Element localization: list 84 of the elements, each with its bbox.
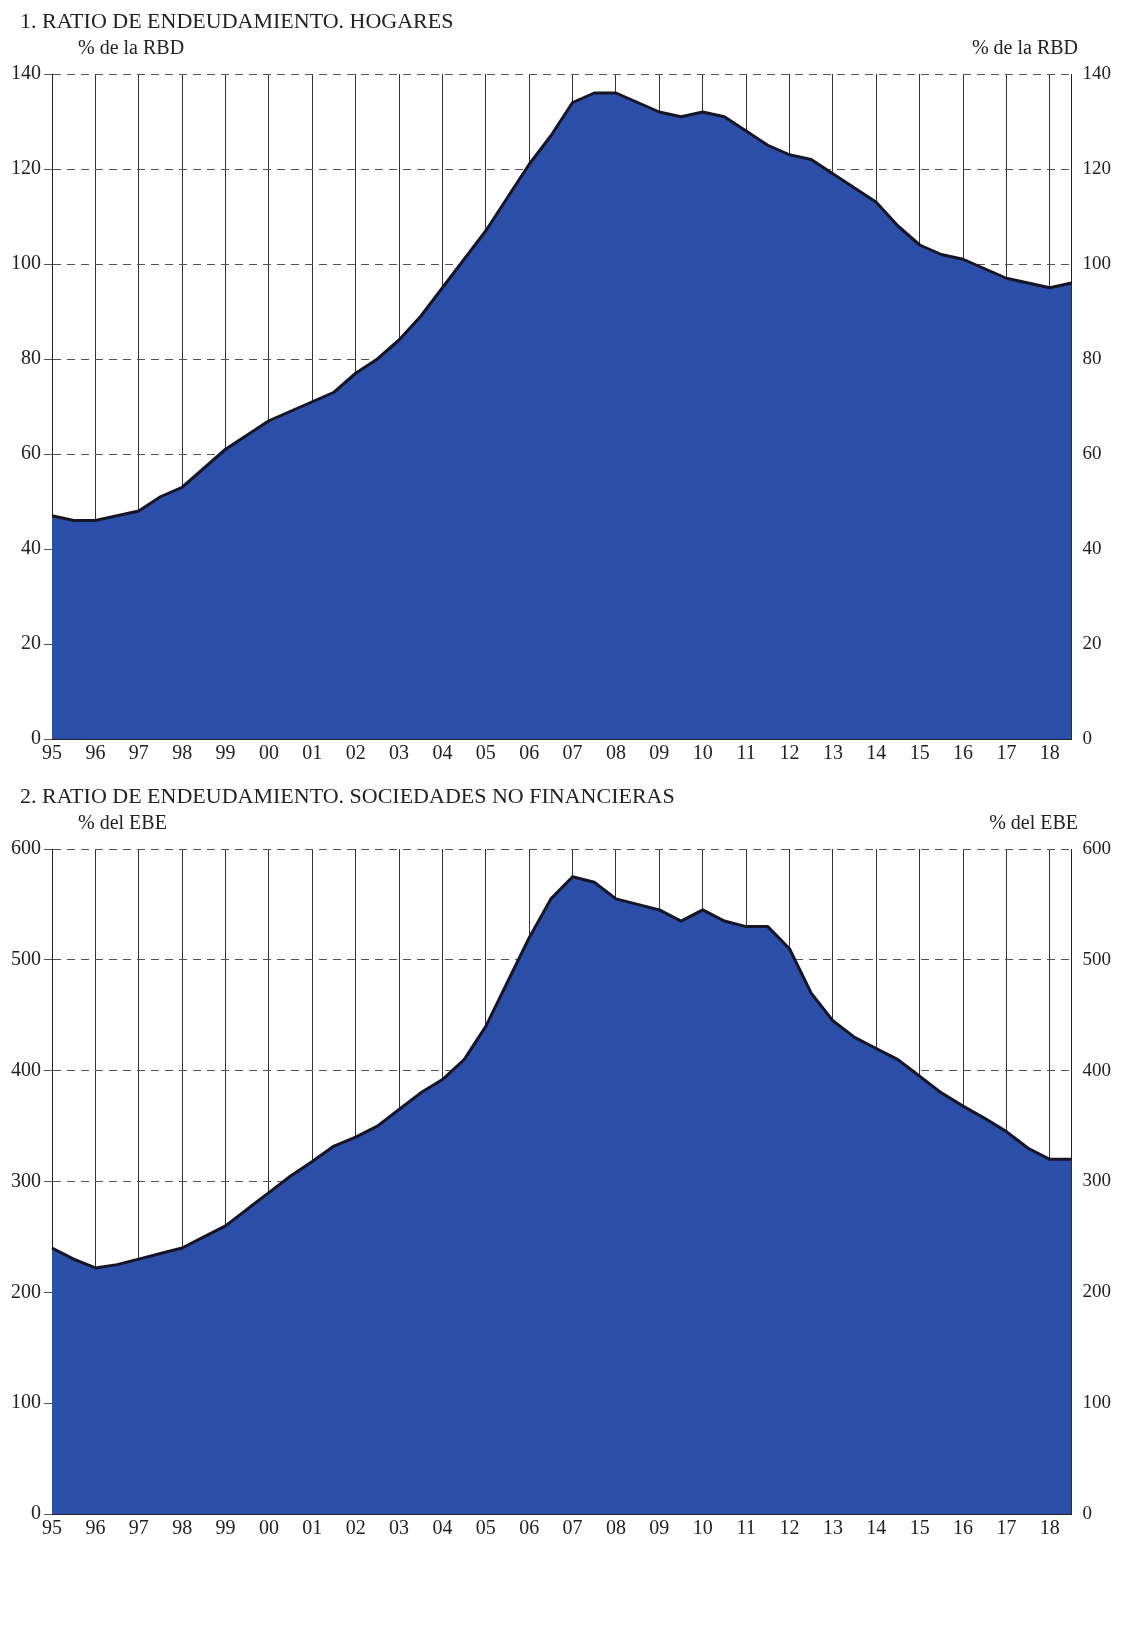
x-tick-label: 02 <box>345 1516 366 1539</box>
x-tick-label: 97 <box>128 1516 149 1539</box>
y2-tick-label: 400 <box>1082 1058 1111 1080</box>
y-tick-label: 0 <box>31 726 41 749</box>
x-tick-label: 03 <box>389 1516 410 1539</box>
y2-tick-label: 20 <box>1082 631 1102 653</box>
x-tick-label: 11 <box>736 741 756 764</box>
y2-tick-label: 200 <box>1082 1280 1111 1302</box>
x-tick-label: 95 <box>42 741 62 764</box>
y2-tick-label: 140 <box>1082 61 1111 83</box>
y2-axis-title: % de la RBD <box>971 36 1078 59</box>
x-tick-label: 11 <box>736 1516 756 1539</box>
x-tick-label: 98 <box>172 1516 193 1539</box>
x-tick-label: 02 <box>345 741 366 764</box>
y-tick-label: 0 <box>31 1501 41 1524</box>
x-tick-label: 99 <box>215 1516 236 1539</box>
x-tick-label: 17 <box>996 1516 1017 1539</box>
x-tick-label: 10 <box>692 741 713 764</box>
y2-tick-label: 60 <box>1082 441 1102 463</box>
y2-tick-label: 40 <box>1082 536 1102 558</box>
y2-tick-label: 100 <box>1082 1391 1111 1413</box>
x-tick-label: 09 <box>649 1516 670 1539</box>
y2-tick-label: 120 <box>1082 156 1111 178</box>
x-tick-label: 07 <box>562 1516 583 1539</box>
x-tick-label: 01 <box>302 1516 323 1539</box>
y-tick-label: 600 <box>11 836 41 859</box>
y-axis-title: % de la RBD <box>78 36 185 59</box>
x-tick-label: 03 <box>389 741 410 764</box>
y-tick-label: 140 <box>11 61 41 84</box>
y-tick-label: 80 <box>21 346 41 369</box>
y2-tick-label: 500 <box>1082 947 1111 969</box>
x-tick-label: 14 <box>866 741 887 764</box>
x-tick-label: 98 <box>172 741 193 764</box>
x-tick-label: 18 <box>1039 1516 1060 1539</box>
y2-tick-label: 80 <box>1082 346 1102 368</box>
x-tick-label: 12 <box>779 1516 800 1539</box>
y-tick-label: 200 <box>11 1279 41 1302</box>
x-tick-label: 15 <box>909 741 930 764</box>
x-tick-label: 99 <box>215 741 236 764</box>
x-tick-label: 97 <box>128 741 149 764</box>
y-axis-title: % del EBE <box>78 811 167 834</box>
y-tick-label: 20 <box>21 631 41 654</box>
x-tick-label: 06 <box>519 741 540 764</box>
x-tick-label: 05 <box>475 741 496 764</box>
chart-title: 1. RATIO DE ENDEUDAMIENTO. HOGARES <box>20 8 455 34</box>
x-tick-label: 00 <box>258 1516 279 1539</box>
x-tick-label: 05 <box>475 1516 496 1539</box>
x-tick-label: 07 <box>562 741 583 764</box>
y-tick-label: 100 <box>11 1390 41 1413</box>
y-tick-label: 400 <box>11 1057 41 1080</box>
x-tick-label: 08 <box>605 1516 626 1539</box>
x-tick-label: 01 <box>302 741 323 764</box>
x-tick-label: 04 <box>432 1516 453 1539</box>
x-tick-label: 15 <box>909 1516 930 1539</box>
y2-tick-label: 300 <box>1082 1169 1111 1191</box>
y-tick-label: 100 <box>11 251 41 274</box>
x-tick-label: 00 <box>258 741 279 764</box>
x-tick-label: 95 <box>42 1516 62 1539</box>
x-tick-label: 96 <box>85 1516 106 1539</box>
x-tick-label: 13 <box>822 741 843 764</box>
y2-tick-label: 100 <box>1082 251 1111 273</box>
x-tick-label: 16 <box>953 1516 974 1539</box>
x-tick-label: 14 <box>866 1516 887 1539</box>
x-tick-label: 12 <box>779 741 800 764</box>
y2-tick-label: 0 <box>1082 726 1092 748</box>
y-tick-label: 60 <box>21 441 41 464</box>
x-tick-label: 17 <box>996 741 1017 764</box>
x-tick-label: 08 <box>605 741 626 764</box>
x-tick-label: 10 <box>692 1516 713 1539</box>
y2-tick-label: 0 <box>1082 1501 1092 1523</box>
x-tick-label: 06 <box>519 1516 540 1539</box>
x-tick-label: 96 <box>85 741 106 764</box>
y-tick-label: 500 <box>11 947 41 970</box>
x-tick-label: 09 <box>649 741 670 764</box>
x-tick-label: 04 <box>432 741 453 764</box>
y-tick-label: 40 <box>21 536 41 559</box>
y-tick-label: 300 <box>11 1168 41 1191</box>
x-tick-label: 16 <box>953 741 974 764</box>
x-tick-label: 13 <box>822 1516 843 1539</box>
y2-axis-title: % del EBE <box>989 811 1078 834</box>
x-tick-label: 18 <box>1039 741 1060 764</box>
y2-tick-label: 600 <box>1082 836 1111 858</box>
y-tick-label: 120 <box>11 156 41 179</box>
chart-title: 2. RATIO DE ENDEUDAMIENTO. SOCIEDADES NO FINANCIERAS <box>20 783 676 809</box>
